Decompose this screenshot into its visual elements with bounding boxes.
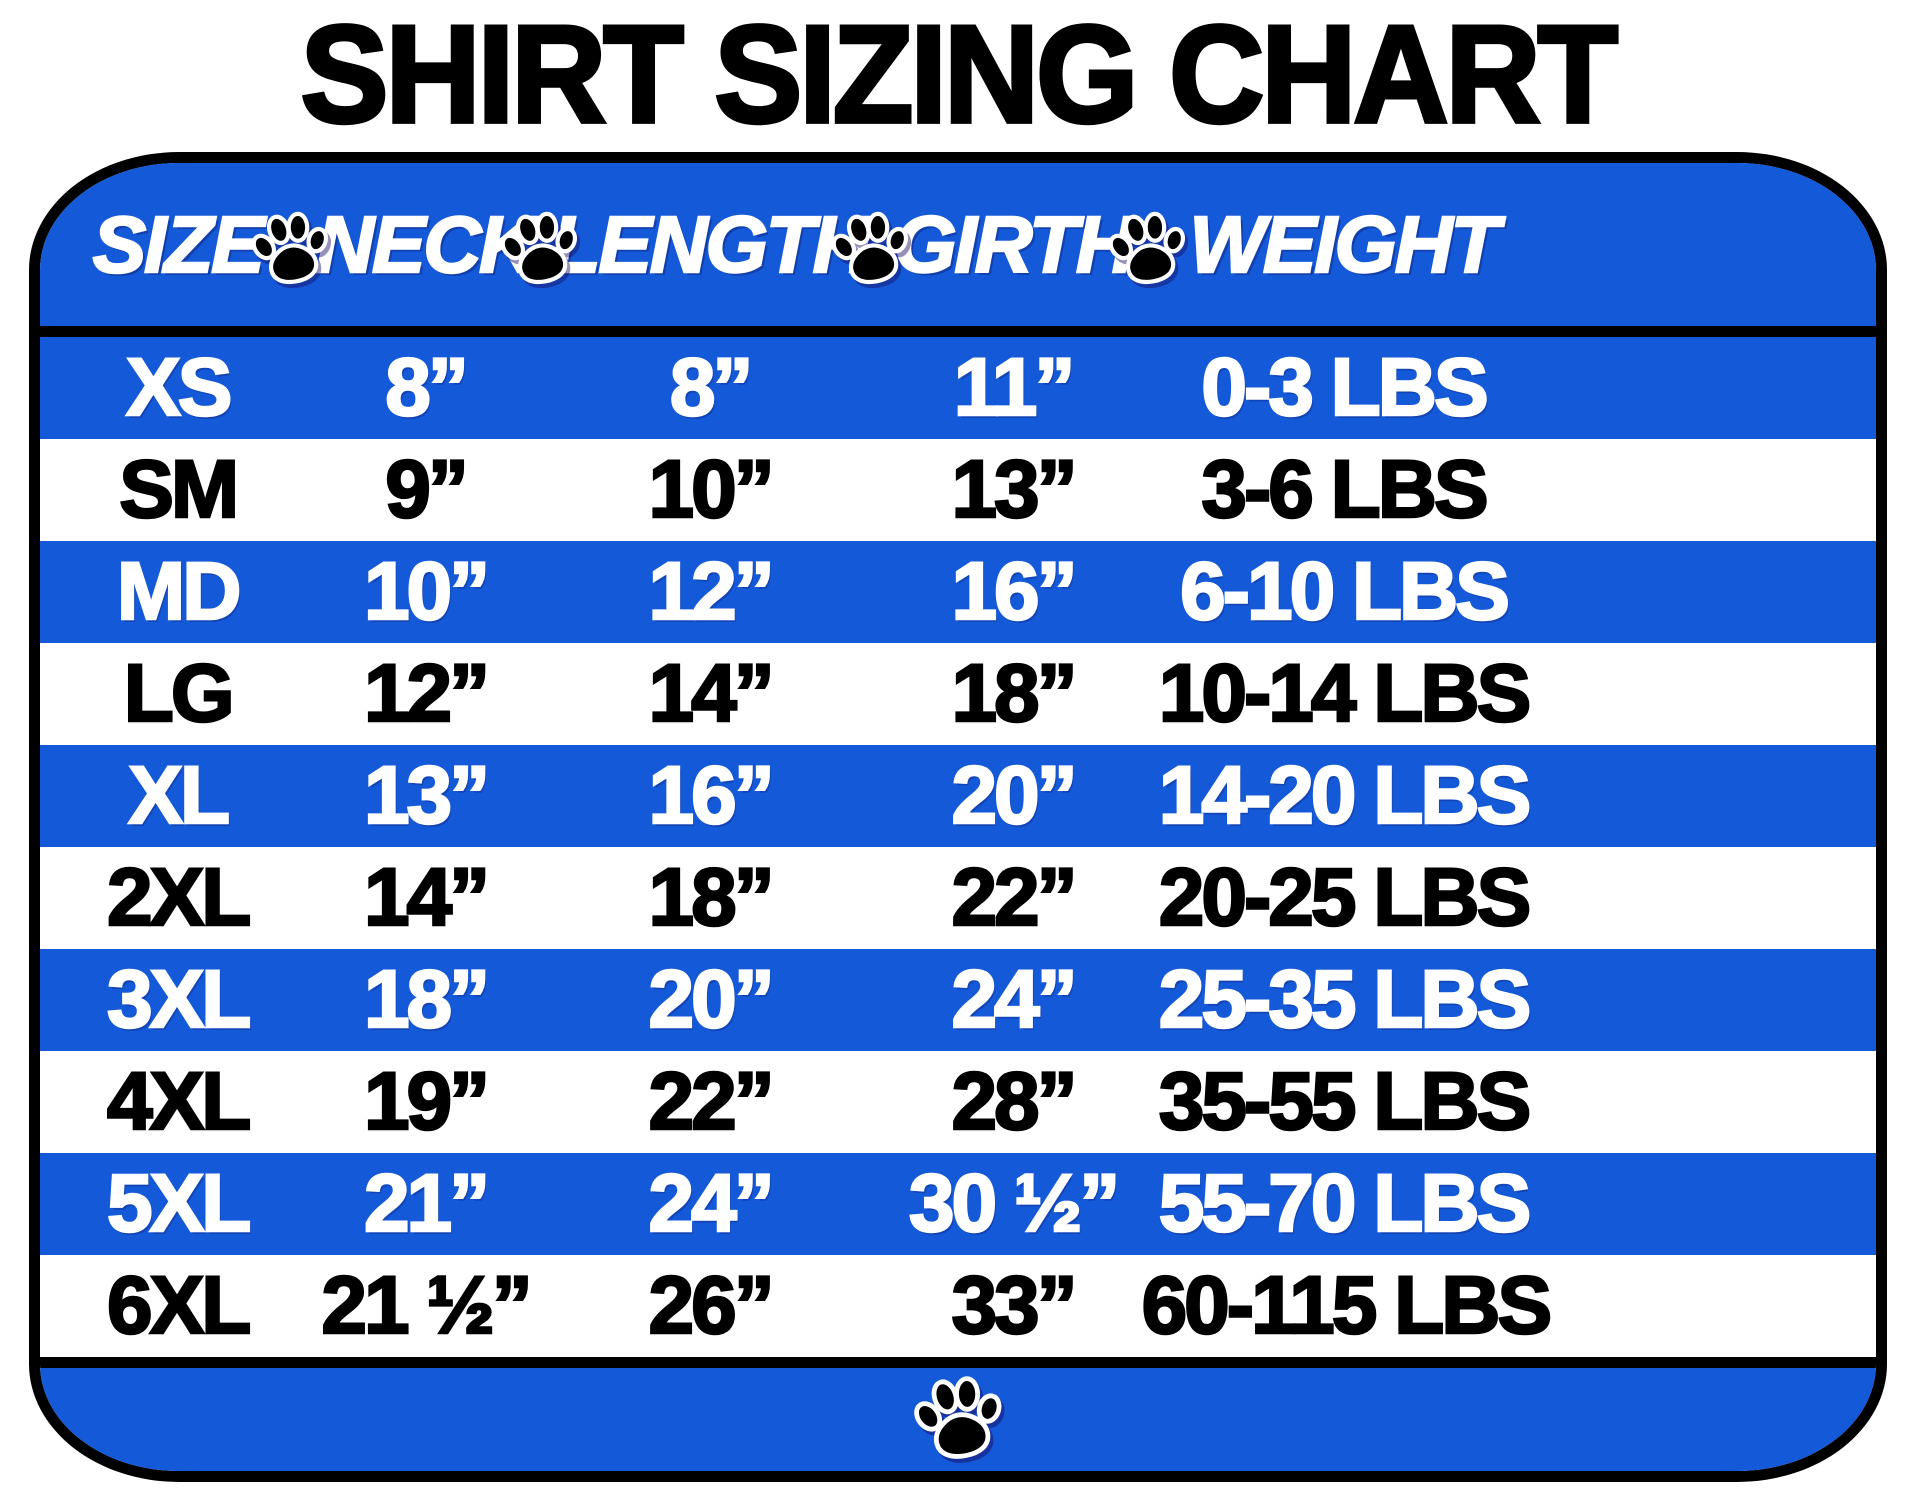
cell-size: SM — [118, 444, 241, 535]
cell-weight: 25-35 LBS — [1158, 954, 1533, 1045]
cell-weight: 20-25 LBS — [1158, 852, 1533, 943]
cell-neck: 21 ½” — [320, 1260, 534, 1351]
cell-neck: 19” — [363, 1056, 492, 1147]
cell-weight: 55-70 LBS — [1158, 1158, 1533, 1249]
table-row: MD 10” 12” 16” 6-10 LBS — [40, 541, 1876, 643]
cell-girth: 16” — [950, 546, 1079, 637]
cell-weight: 14-20 LBS — [1158, 750, 1533, 841]
cell-girth: 11” — [952, 342, 1076, 433]
cell-weight: 0-3 LBS — [1200, 342, 1490, 433]
cell-girth: 20” — [950, 750, 1079, 841]
cell-size: XL — [127, 750, 231, 841]
cell-length: 24” — [647, 1158, 776, 1249]
table-row: 4XL 19” 22” 28” 35-55 LBS — [40, 1051, 1876, 1153]
table-body: XS 8” 8” 11” 0-3 LBS SM 9” 10” 13” 3-6 L… — [40, 337, 1876, 1357]
cell-length: 20” — [647, 954, 776, 1045]
cell-neck: 10” — [363, 546, 492, 637]
cell-size: 2XL — [106, 852, 253, 943]
cell-length: 26” — [647, 1260, 776, 1351]
page-title-text: SHIRT SIZING CHART — [298, 0, 1619, 152]
cell-size: 3XL — [106, 954, 253, 1045]
cell-neck: 18” — [363, 954, 492, 1045]
table-row: 5XL 21” 24” 30 ½” 55-70 LBS — [40, 1153, 1876, 1255]
table-header-row: SIZE NECK LENGTH GIRTH WEIGHT — [40, 163, 1876, 326]
cell-girth: 13” — [950, 444, 1079, 535]
cell-size: 6XL — [106, 1260, 253, 1351]
cell-length: 12” — [647, 546, 776, 637]
paw-icon — [910, 1370, 1006, 1466]
table-row: XL 13” 16” 20” 14-20 LBS — [40, 745, 1876, 847]
cell-girth: 22” — [950, 852, 1079, 943]
cell-weight: 3-6 LBS — [1200, 444, 1490, 535]
cell-size: LG — [122, 648, 235, 739]
cell-length: 10” — [647, 444, 776, 535]
paw-icon — [1105, 206, 1189, 290]
cell-girth: 24” — [950, 954, 1079, 1045]
paw-icon — [497, 206, 581, 290]
page-title: SHIRT SIZING CHART — [0, 0, 1915, 150]
column-header-neck: NECK — [315, 199, 538, 289]
cell-neck: 13” — [363, 750, 492, 841]
sizing-chart-table: SIZE NECK LENGTH GIRTH WEIGHT XS 8” 8” 1… — [29, 152, 1887, 1482]
cell-length: 22” — [647, 1056, 776, 1147]
paw-icon — [248, 206, 332, 290]
table-row: SM 9” 10” 13” 3-6 LBS — [40, 439, 1876, 541]
cell-size: 5XL — [106, 1158, 253, 1249]
cell-weight: 6-10 LBS — [1179, 546, 1511, 637]
cell-length: 8” — [669, 342, 755, 433]
header-divider — [40, 326, 1876, 337]
cell-length: 18” — [647, 852, 776, 943]
column-header-girth: GIRTH — [893, 199, 1135, 289]
cell-girth: 28” — [950, 1056, 1079, 1147]
table-row: LG 12” 14” 18” 10-14 LBS — [40, 643, 1876, 745]
column-header-size: SIZE — [92, 199, 266, 289]
cell-length: 16” — [647, 750, 776, 841]
column-header-length: LENGTH — [550, 199, 871, 289]
cell-neck: 21” — [363, 1158, 492, 1249]
cell-weight: 10-14 LBS — [1158, 648, 1533, 739]
paw-icon — [828, 206, 912, 290]
cell-neck: 14” — [363, 852, 492, 943]
cell-weight: 60-115 LBS — [1140, 1260, 1553, 1351]
cell-neck: 9” — [384, 444, 470, 535]
cell-size: XS — [125, 342, 234, 433]
table-row: 6XL 21 ½” 26” 33” 60-115 LBS — [40, 1255, 1876, 1357]
footer-divider — [40, 1357, 1876, 1368]
column-header-weight: WEIGHT — [1188, 199, 1500, 289]
cell-size: 4XL — [106, 1056, 253, 1147]
cell-length: 14” — [647, 648, 776, 739]
table-footer — [40, 1368, 1876, 1471]
cell-neck: 8” — [384, 342, 470, 433]
cell-size: MD — [116, 546, 243, 637]
cell-girth: 18” — [950, 648, 1079, 739]
table-row: 3XL 18” 20” 24” 25-35 LBS — [40, 949, 1876, 1051]
table-row: XS 8” 8” 11” 0-3 LBS — [40, 337, 1876, 439]
cell-weight: 35-55 LBS — [1158, 1056, 1533, 1147]
cell-girth: 33” — [950, 1260, 1079, 1351]
cell-girth: 30 ½” — [908, 1158, 1122, 1249]
cell-neck: 12” — [363, 648, 492, 739]
table-row: 2XL 14” 18” 22” 20-25 LBS — [40, 847, 1876, 949]
